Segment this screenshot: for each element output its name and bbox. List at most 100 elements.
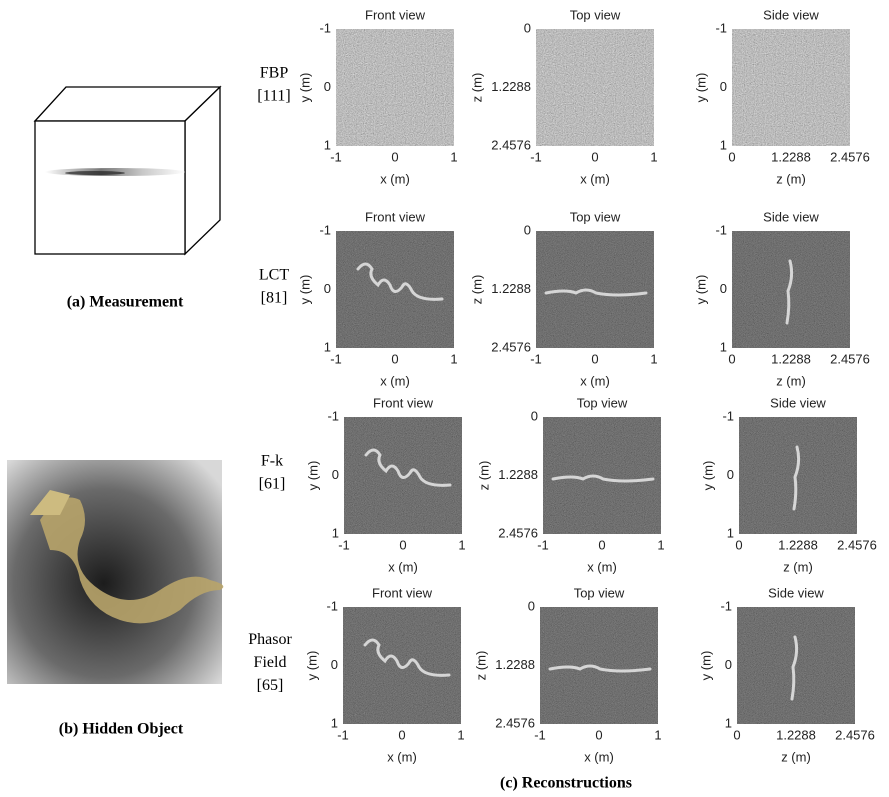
- y-tick-label: 1: [725, 715, 732, 730]
- y-tick-label: 0: [324, 79, 331, 94]
- y-axis-label: z (m): [469, 275, 484, 305]
- y-tick-label: 1: [332, 525, 339, 540]
- x-axis-label: z (m): [783, 559, 813, 574]
- x-tick-label: 1: [450, 149, 457, 164]
- y-tick-label: 1: [324, 137, 331, 152]
- y-tick-label: -1: [720, 598, 732, 613]
- y-tick-label: 2.4576: [495, 715, 535, 730]
- y-axis-label: z (m): [469, 73, 484, 103]
- x-tick-label: 0: [735, 537, 742, 552]
- panel-noise: [536, 231, 654, 348]
- x-tick-label: -1: [530, 149, 542, 164]
- x-axis-label: x (m): [580, 373, 610, 388]
- x-tick-label: 0: [728, 149, 735, 164]
- y-tick-label: 1: [727, 525, 734, 540]
- x-tick-label: -1: [337, 727, 349, 742]
- y-tick-label: -1: [715, 222, 727, 237]
- panel-title: Side view: [770, 395, 826, 410]
- figure: (a) Measurement (b) Hidden Object (c) Re…: [0, 0, 889, 797]
- y-tick-label: 2.4576: [498, 525, 538, 540]
- x-tick-label: 0: [399, 537, 406, 552]
- x-tick-label: 2.4576: [830, 351, 870, 366]
- y-axis-label: y (m): [693, 275, 708, 305]
- panel-title: Front view: [365, 7, 426, 22]
- panel-title: Top view: [570, 209, 621, 224]
- panel-noise: [543, 417, 661, 534]
- x-tick-label: -1: [330, 149, 342, 164]
- caption: (b) Hidden Object: [59, 721, 184, 738]
- x-tick-label: 1: [458, 537, 465, 552]
- caption: (a) Measurement: [67, 294, 184, 311]
- y-tick-label: -1: [715, 20, 727, 35]
- x-tick-label: 1: [657, 537, 664, 552]
- panel-title: Front view: [373, 395, 434, 410]
- y-axis-label: y (m): [698, 651, 713, 681]
- y-tick-label: 2.4576: [491, 137, 531, 152]
- y-axis-label: y (m): [305, 461, 320, 491]
- y-tick-label: -1: [326, 598, 338, 613]
- x-axis-label: x (m): [584, 749, 614, 764]
- x-tick-label: 0: [391, 351, 398, 366]
- y-tick-label: 1: [720, 339, 727, 354]
- panel-title: Side view: [763, 7, 819, 22]
- y-axis-label: y (m): [297, 275, 312, 305]
- x-tick-label: -1: [530, 351, 542, 366]
- x-tick-label: -1: [534, 727, 546, 742]
- method-label: [61]: [259, 476, 286, 493]
- y-tick-label: 1: [331, 715, 338, 730]
- panel-noise: [732, 29, 850, 146]
- y-axis-label: y (m): [700, 461, 715, 491]
- x-axis-label: z (m): [776, 171, 806, 186]
- y-tick-label: -1: [722, 408, 734, 423]
- y-tick-label: 0: [531, 408, 538, 423]
- x-tick-label: 1: [650, 149, 657, 164]
- y-tick-label: -1: [327, 408, 339, 423]
- y-tick-label: 1.2288: [495, 657, 535, 672]
- x-tick-label: 2.4576: [837, 537, 877, 552]
- x-tick-label: 1: [457, 727, 464, 742]
- hidden-object-image: [7, 460, 223, 684]
- y-axis-label: z (m): [473, 651, 488, 681]
- y-tick-label: 0: [324, 281, 331, 296]
- x-tick-label: 2.4576: [830, 149, 870, 164]
- x-axis-label: x (m): [380, 171, 410, 186]
- panel-noise: [336, 231, 454, 348]
- measurement-cube: [35, 87, 220, 254]
- x-tick-label: -1: [537, 537, 549, 552]
- x-tick-label: -1: [330, 351, 342, 366]
- y-tick-label: 0: [524, 20, 531, 35]
- panel-title: Side view: [768, 585, 824, 600]
- method-label: Field: [254, 654, 287, 671]
- caption: (c) Reconstructions: [500, 775, 632, 792]
- x-tick-label: 1.2288: [778, 537, 818, 552]
- x-tick-label: 2.4576: [835, 727, 875, 742]
- panel-noise: [336, 29, 454, 146]
- x-tick-label: 0: [391, 149, 398, 164]
- y-tick-label: 0: [528, 598, 535, 613]
- x-axis-label: z (m): [781, 749, 811, 764]
- y-axis-label: z (m): [476, 461, 491, 491]
- panel-noise: [540, 607, 658, 724]
- y-tick-label: 0: [331, 657, 338, 672]
- x-tick-label: 0: [591, 149, 598, 164]
- y-tick-label: 1.2288: [498, 467, 538, 482]
- x-tick-label: 1: [450, 351, 457, 366]
- y-tick-label: 1: [324, 339, 331, 354]
- x-tick-label: 1.2288: [771, 351, 811, 366]
- x-axis-label: x (m): [388, 559, 418, 574]
- panel-noise: [737, 607, 855, 724]
- method-label: [81]: [261, 290, 288, 307]
- x-tick-label: 1.2288: [771, 149, 811, 164]
- panel-noise: [343, 607, 461, 724]
- y-tick-label: 0: [725, 657, 732, 672]
- x-tick-label: 1: [654, 727, 661, 742]
- y-tick-label: 0: [720, 281, 727, 296]
- panel-noise: [732, 231, 850, 348]
- panel-noise: [344, 417, 462, 534]
- x-tick-label: 0: [728, 351, 735, 366]
- panel-title: Front view: [372, 585, 433, 600]
- x-tick-label: 1: [650, 351, 657, 366]
- x-tick-label: 1.2288: [776, 727, 816, 742]
- method-label: [65]: [257, 677, 284, 694]
- x-tick-label: 0: [591, 351, 598, 366]
